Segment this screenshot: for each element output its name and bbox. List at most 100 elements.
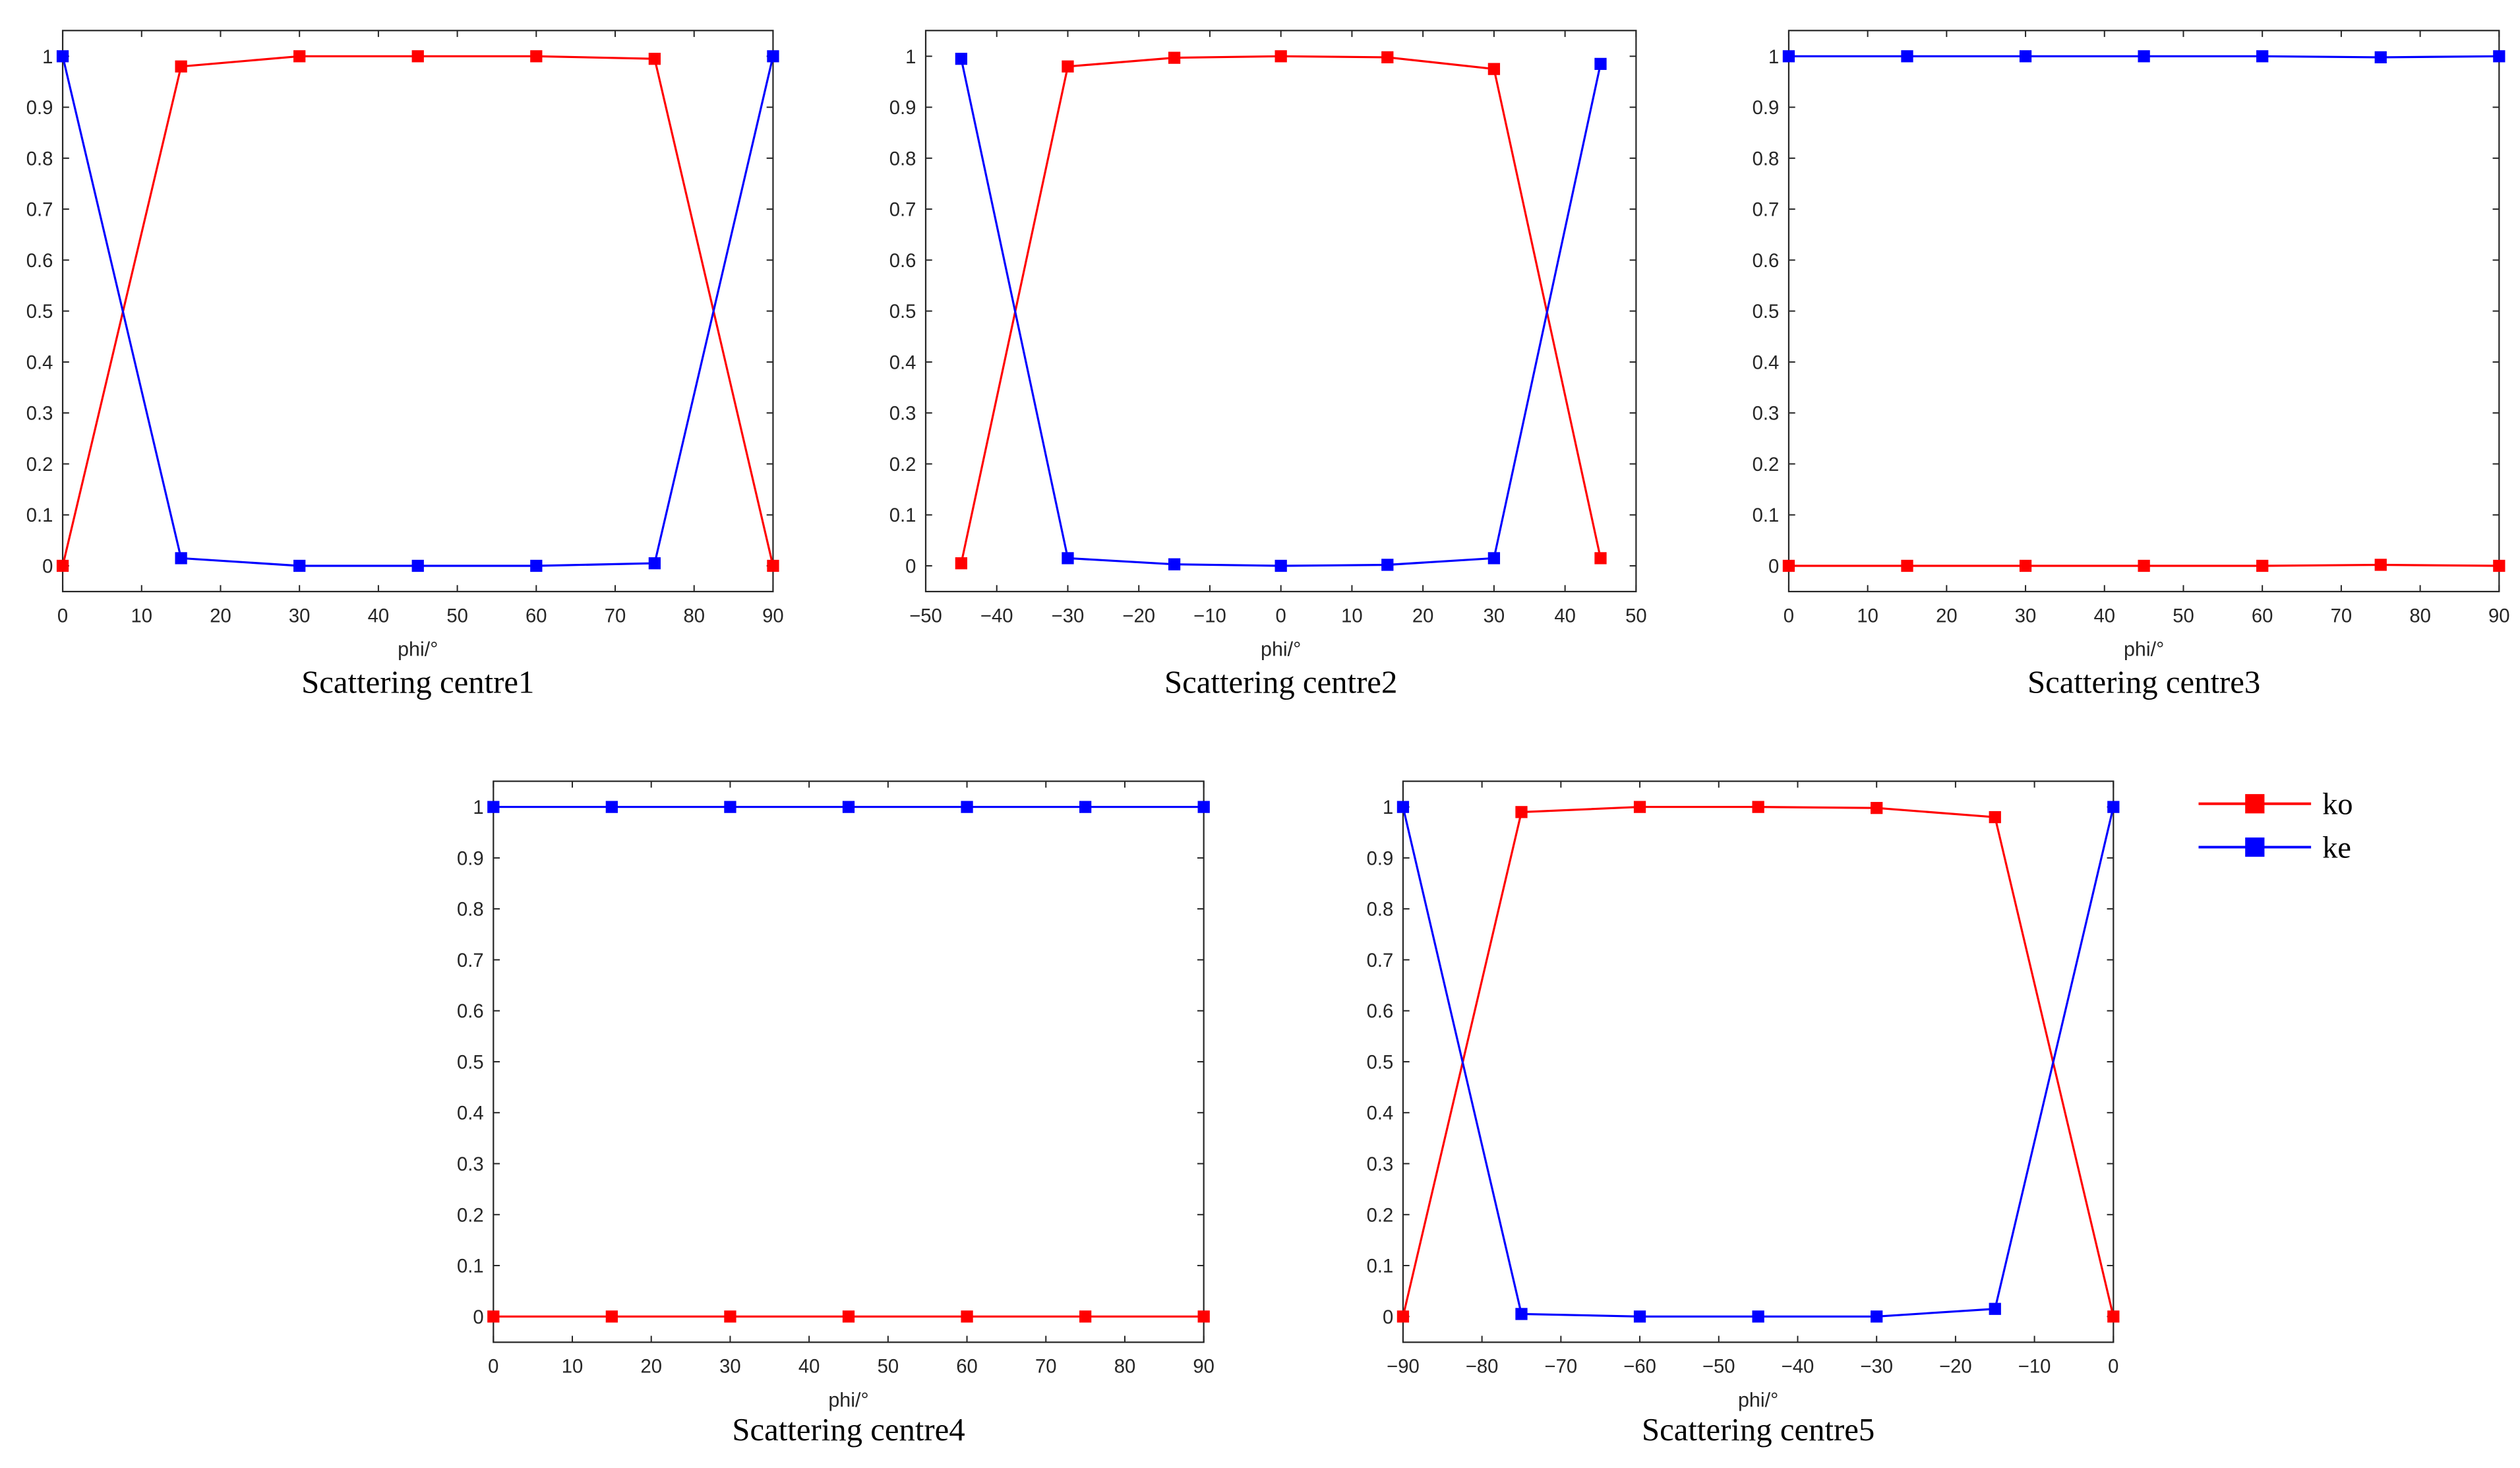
plot-frame <box>1402 780 2115 1343</box>
x-tick-label: 0 <box>1276 605 1286 627</box>
x-tick-label: 70 <box>1035 1357 1057 1378</box>
x-tick-label: 70 <box>2331 605 2353 627</box>
x-tick-label: 50 <box>1625 605 1647 627</box>
data-point-ko <box>1396 1310 1410 1323</box>
y-tick-label: 0.9 <box>1367 848 1394 869</box>
x-tick-label: 90 <box>2488 605 2510 627</box>
data-point-ko <box>1079 1310 1092 1323</box>
data-point-ke <box>293 559 306 572</box>
data-point-ke <box>175 552 187 565</box>
chart-caption: Scattering centre3 <box>2027 665 2260 700</box>
chart-panel-1: 00.10.20.30.40.50.60.70.80.910 10 20 30 40 50… <box>26 30 784 700</box>
chart-panel-4: 00.10.20.30.40.50.60.70.80.910 10 20 30 40 50… <box>457 780 1215 1448</box>
y-tick-label: 0 <box>905 556 916 577</box>
y-tick-label: 0.7 <box>1367 950 1394 971</box>
x-tick-label: −80 <box>1466 1357 1499 1378</box>
data-point-ko <box>1871 802 1883 814</box>
data-point-ke <box>56 50 69 63</box>
data-point-ke <box>2107 801 2120 813</box>
x-tick-label: −70 <box>1545 1357 1578 1378</box>
y-tick-label: 0.4 <box>457 1103 484 1124</box>
y-tick-label: 0.9 <box>1753 98 1780 119</box>
data-point-ke <box>487 801 500 813</box>
series-ke <box>487 801 1210 813</box>
chart-caption: Scattering centre1 <box>301 665 534 700</box>
x-tick-label: 20 <box>640 1357 662 1378</box>
plot-frame <box>493 780 1205 1343</box>
data-point-ke <box>961 801 973 813</box>
plot-frame <box>924 30 1637 593</box>
y-tick-label: 0 <box>473 1307 483 1328</box>
data-point-ke <box>1633 1310 1646 1323</box>
x-tick-label: −60 <box>1623 1357 1656 1378</box>
data-point-ko <box>961 1310 973 1323</box>
legend-label: ke <box>2322 831 2351 865</box>
data-point-ke <box>1275 559 1287 572</box>
data-point-ko <box>1633 801 1646 813</box>
y-tick-label: 1 <box>1383 797 1393 818</box>
x-tick-label: 80 <box>2409 605 2431 627</box>
data-point-ko <box>724 1310 736 1323</box>
y-tick-label: 1 <box>42 47 53 68</box>
x-axis-label: phi/° <box>398 638 438 661</box>
data-point-ko <box>767 559 779 572</box>
legend-marker <box>2245 837 2265 857</box>
data-point-ko <box>1062 60 1074 73</box>
data-point-ke <box>767 50 779 63</box>
y-tick-label: 0.3 <box>889 404 916 425</box>
y-tick-label: 0.2 <box>889 454 916 475</box>
series-ke <box>1782 50 2505 63</box>
x-tick-label: 20 <box>210 605 231 627</box>
data-point-ko <box>1594 552 1607 565</box>
data-point-ke <box>1901 50 1913 63</box>
data-point-ke <box>1871 1310 1883 1323</box>
data-point-ko <box>2138 559 2150 572</box>
data-point-ko <box>1515 806 1528 818</box>
y-tick-label: 0.1 <box>457 1256 484 1277</box>
x-tick-label: 80 <box>683 605 705 627</box>
x-tick-label: 30 <box>289 605 311 627</box>
x-axis-label: phi/° <box>1261 638 1301 661</box>
data-point-ko <box>1782 559 1795 572</box>
x-tick-label: 0 <box>57 605 68 627</box>
data-point-ko <box>842 1310 855 1323</box>
data-point-ko <box>955 557 968 570</box>
x-tick-label: 60 <box>956 1357 978 1378</box>
y-tick-label: 0.1 <box>1753 505 1780 526</box>
data-point-ke <box>1396 801 1410 813</box>
series-ke <box>955 53 1607 572</box>
y-tick-label: 0.6 <box>1753 251 1780 272</box>
y-tick-label: 0.9 <box>889 98 916 119</box>
data-point-ke <box>2019 50 2032 63</box>
x-tick-label: 40 <box>368 605 390 627</box>
data-point-ke <box>2493 50 2505 63</box>
legend-entry-ko: ko <box>2198 788 2353 822</box>
data-point-ko <box>530 50 543 63</box>
y-tick-label: 0.3 <box>457 1154 484 1175</box>
y-tick-label: 0.8 <box>26 148 53 169</box>
data-point-ke <box>2256 50 2269 63</box>
legend-marker <box>2245 794 2265 814</box>
x-tick-label: 40 <box>1554 605 1576 627</box>
x-tick-label: −10 <box>2018 1357 2051 1378</box>
data-point-ko <box>2256 559 2269 572</box>
y-tick-label: 0.8 <box>1753 148 1780 169</box>
data-point-ko <box>1168 51 1181 64</box>
y-tick-label: 0.6 <box>889 251 916 272</box>
data-point-ke <box>605 801 618 813</box>
data-point-ke <box>1782 50 1795 63</box>
x-tick-label: −40 <box>1782 1357 1815 1378</box>
x-tick-label: −20 <box>1939 1357 1972 1378</box>
data-point-ko <box>2493 559 2505 572</box>
y-tick-label: 0.5 <box>889 301 916 322</box>
y-tick-label: 0.8 <box>457 900 484 921</box>
y-tick-label: 0.7 <box>26 200 53 221</box>
y-tick-label: 0 <box>1383 1307 1393 1328</box>
series-ko <box>487 1310 1210 1323</box>
chart-caption: Scattering centre5 <box>1642 1412 1875 1448</box>
x-tick-label: 20 <box>1412 605 1434 627</box>
x-tick-label: 40 <box>2093 605 2115 627</box>
y-tick-label: 0.2 <box>1753 454 1780 475</box>
y-tick-label: 1 <box>1768 47 1779 68</box>
